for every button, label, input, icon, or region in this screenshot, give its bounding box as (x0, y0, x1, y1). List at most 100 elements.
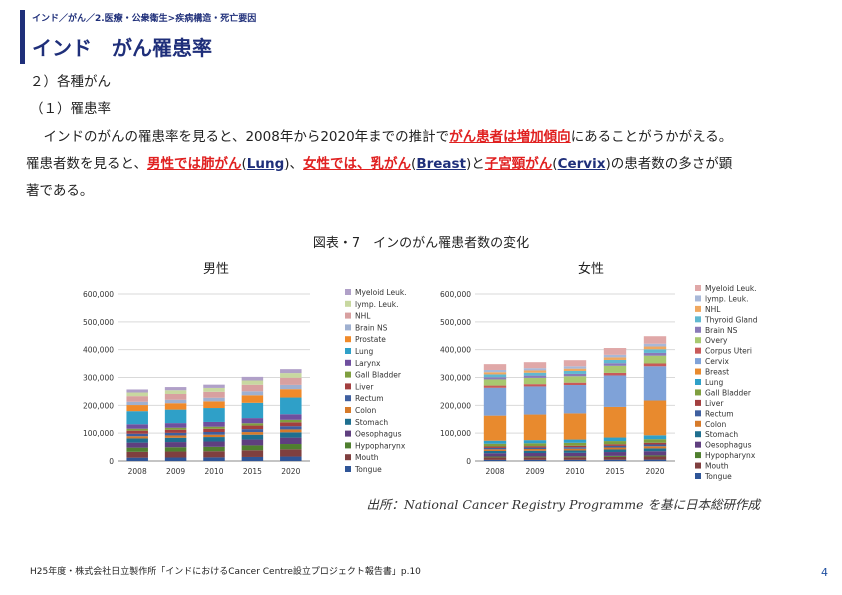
bar-segment (563, 376, 587, 383)
y-tick-label: 0 (466, 457, 471, 466)
bar-segment (643, 336, 667, 344)
legend-swatch (695, 389, 701, 396)
y-tick-label: 0 (109, 457, 114, 466)
bar-segment (126, 433, 148, 437)
legend-label: Colon (705, 420, 726, 429)
bar-segment (523, 456, 547, 458)
bar-segment (241, 445, 264, 451)
bar-segment (643, 346, 667, 350)
legend-swatch (345, 348, 351, 354)
text-span: にあることがうかがえる。 (570, 129, 733, 145)
bar-segment (241, 456, 264, 461)
text-span: インドのがんの罹患率を見ると、2008年から2020年までの推計で (30, 129, 450, 145)
bar-segment (523, 446, 547, 448)
bar-segment (483, 450, 507, 454)
section-heading: ２）各種がん (30, 74, 111, 90)
legend-label: Oesophagus (705, 441, 752, 450)
chart-title-female: 女性 (578, 262, 605, 277)
bar-segment (126, 457, 148, 461)
bar-segment (280, 373, 302, 378)
bar-segment (203, 428, 225, 432)
bar-segment (563, 457, 587, 460)
page-title: インド がん罹患率 (32, 36, 212, 60)
bar-segment (164, 403, 187, 410)
figure-title: 図表・7 インのがん罹患者数の変化 (312, 236, 530, 251)
legend-swatch (345, 359, 351, 366)
paragraph-line-3: 著である。 (26, 183, 94, 199)
bar-segment (280, 377, 302, 385)
bar-segment (203, 408, 225, 422)
bar-segment (643, 451, 667, 456)
bar-segment (241, 439, 264, 446)
bar-segment (164, 429, 187, 433)
legend-swatch (695, 368, 701, 375)
bar-segment (164, 390, 187, 394)
bar-segment (483, 364, 507, 370)
legend-label: NHL (355, 312, 371, 321)
page-number: 4 (821, 566, 828, 579)
legend-swatch (345, 289, 351, 295)
bar-segment (126, 442, 148, 448)
bar-segment (643, 352, 667, 356)
y-tick-label: 100,000 (83, 429, 114, 438)
bar-segment (126, 451, 148, 458)
highlight-cervical: 子宮頸がん (484, 156, 553, 172)
legend-label: Oesophagus (355, 430, 402, 439)
bar-segment (164, 387, 187, 391)
bar-segment (523, 362, 547, 369)
legend-label: lymp. Leuk. (705, 294, 749, 303)
bar-segment (563, 413, 587, 440)
bar-segment (523, 440, 547, 444)
legend-swatch (695, 295, 701, 302)
legend-swatch (695, 337, 701, 344)
bar-segment (203, 434, 225, 438)
bar-segment (280, 444, 302, 450)
bar-segment (164, 423, 187, 428)
bar-segment (603, 452, 627, 456)
bar-segment (483, 447, 507, 450)
bar-segment (643, 363, 667, 367)
bar-segment (164, 427, 187, 430)
bar-segment (523, 449, 547, 451)
bar-segment (164, 457, 187, 461)
bar-segment (603, 348, 627, 355)
bar-segment (241, 418, 264, 424)
bar-segment (643, 459, 667, 461)
y-tick-label: 300,000 (440, 374, 471, 383)
bar-segment (203, 441, 225, 447)
x-tick-label: 2020 (645, 467, 664, 476)
bar-segment (203, 451, 225, 458)
bar-segment (483, 379, 507, 386)
legend-swatch (695, 326, 701, 333)
bar-segment (523, 386, 547, 415)
bar-segment (483, 456, 507, 458)
bar-segment (563, 445, 587, 448)
breadcrumb: インド／がん／2.医療・公衆衛生>疾病構造・死亡要因 (32, 14, 257, 24)
bar-segment (164, 393, 187, 400)
x-tick-label: 2015 (605, 467, 624, 476)
x-tick-label: 2010 (565, 467, 584, 476)
legend-label: Mouth (355, 453, 379, 462)
x-tick-label: 2008 (128, 467, 147, 476)
legend-swatch (695, 452, 701, 459)
legend-label: Mouth (705, 462, 729, 471)
legend-label: Brain NS (355, 323, 388, 332)
legend-swatch (695, 473, 701, 479)
bar-segment (483, 377, 507, 380)
bar-segment (126, 428, 148, 431)
bar-segment (280, 419, 302, 423)
bar-segment (241, 395, 264, 403)
bar-segment (280, 437, 302, 445)
bar-segment (126, 424, 148, 429)
bar-segment (643, 366, 667, 401)
legend-swatch (695, 441, 701, 448)
text-span: ( (552, 156, 558, 172)
bar-segment (483, 440, 507, 444)
highlight-increase: がん患者は増加傾向 (449, 129, 571, 145)
bar-segment (164, 409, 187, 424)
bar-segment (126, 430, 148, 434)
subsection-heading: （１）罹患率 (30, 101, 111, 117)
bar-segment (523, 459, 547, 461)
text-span: ( (411, 156, 417, 172)
y-tick-label: 600,000 (440, 290, 471, 299)
